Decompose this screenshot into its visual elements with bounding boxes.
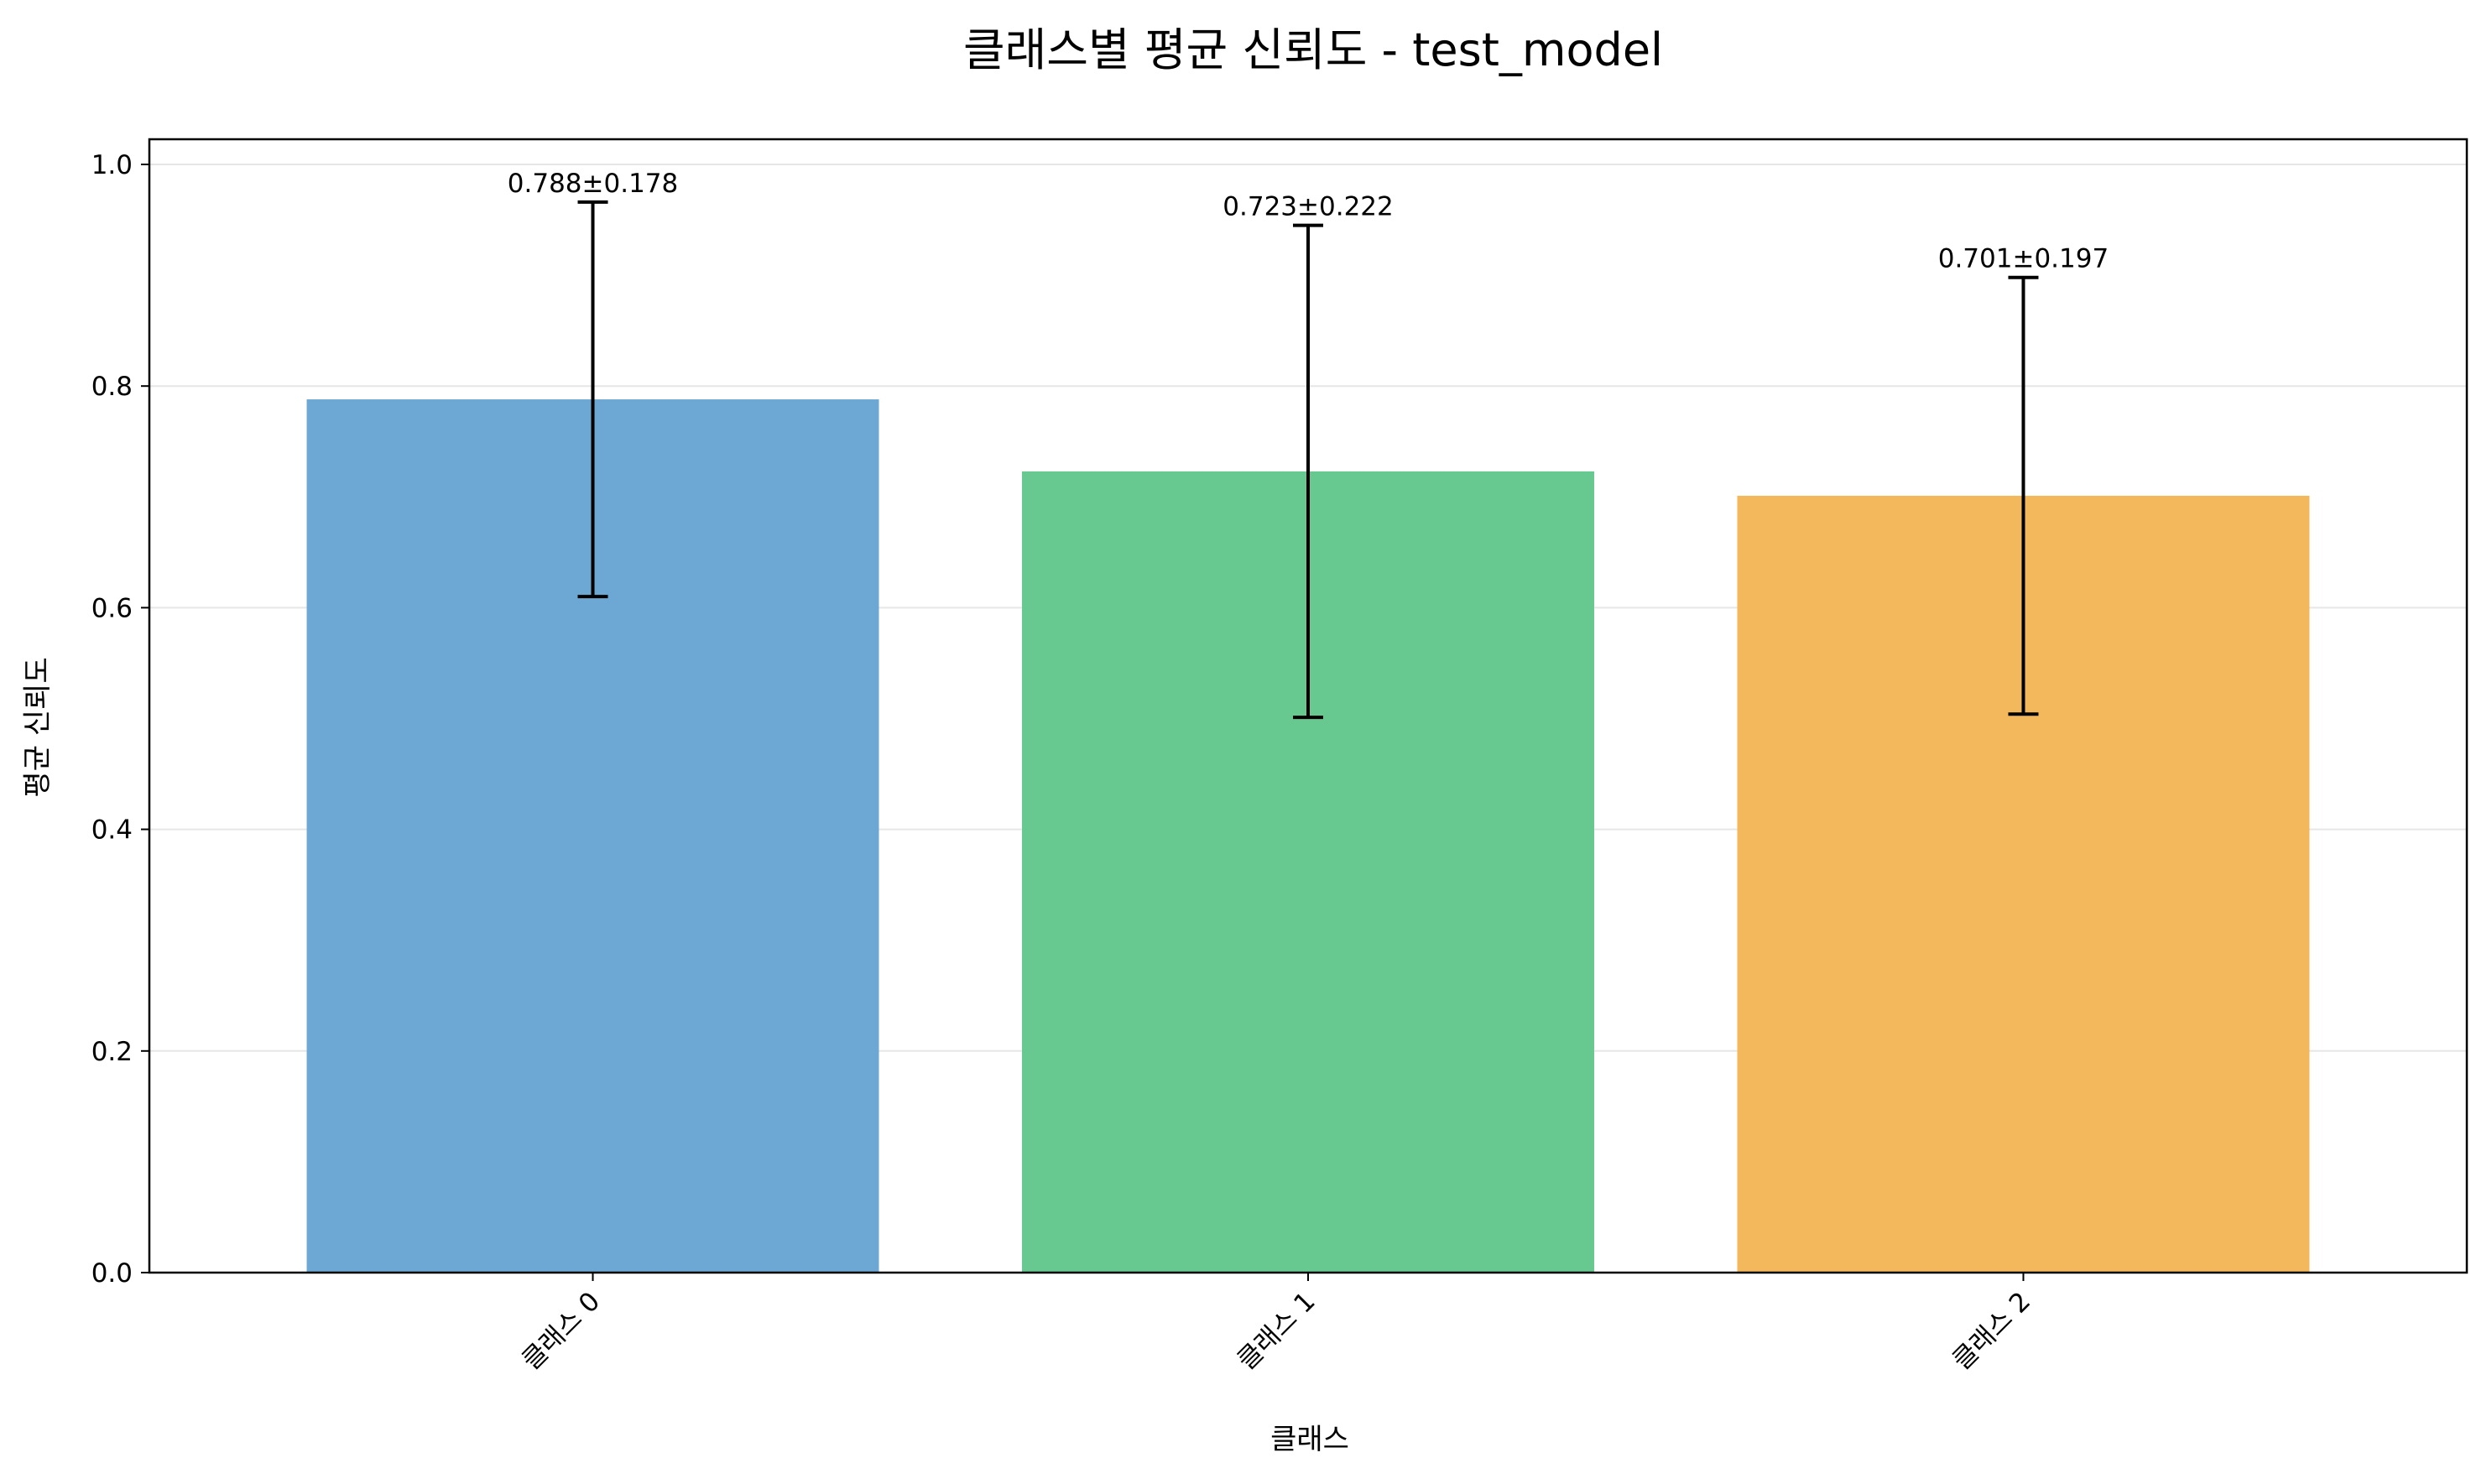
y-tick-label: 0.0 <box>91 1258 133 1289</box>
x-tick-label: 클래스 1 <box>1232 1286 1322 1376</box>
plot-frame <box>148 138 2469 1274</box>
chart-title: 클래스별 평균 신뢰도 - test_model <box>963 23 1663 76</box>
data-label: 0.788±0.178 <box>508 169 678 199</box>
bars-layer <box>306 399 2310 1273</box>
data-label: 0.701±0.197 <box>1938 244 2109 274</box>
y-tick-label: 0.4 <box>91 815 133 846</box>
errors-layer <box>577 200 2039 720</box>
labels-layer: 0.788±0.178 0.723±0.222 0.701±0.197 <box>508 169 2109 274</box>
y-tick-label: 1.0 <box>91 150 133 180</box>
y-tick-label: 0.6 <box>91 593 133 623</box>
y-tick-label: 0.8 <box>91 372 133 402</box>
x-tick-label: 클래스 2 <box>1947 1286 2036 1376</box>
data-label: 0.723±0.222 <box>1223 192 1393 222</box>
x-axis-label: 클래스 <box>1270 1423 1349 1456</box>
y-tick-label: 0.2 <box>91 1037 133 1067</box>
x-tick-label: 클래스 0 <box>516 1286 606 1376</box>
y-axis-label: 평균 신뢰도 <box>21 657 55 797</box>
